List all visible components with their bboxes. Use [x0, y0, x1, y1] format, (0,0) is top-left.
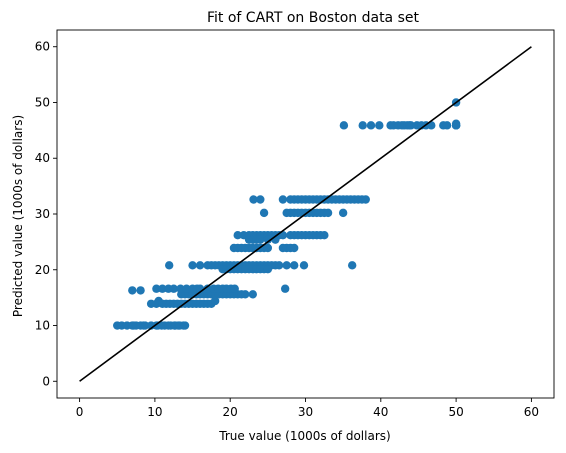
data-point: [282, 261, 291, 270]
data-point: [136, 286, 145, 295]
data-point: [158, 284, 167, 293]
data-point: [263, 265, 273, 274]
data-point: [165, 261, 174, 270]
data-point: [339, 121, 349, 130]
data-point: [180, 321, 190, 330]
data-point: [375, 121, 384, 130]
x-tick-label: 40: [373, 405, 388, 419]
data-point: [263, 243, 273, 253]
y-tick-label: 0: [42, 374, 50, 388]
data-point: [169, 284, 178, 293]
data-point: [188, 261, 197, 270]
y-tick-label: 50: [35, 95, 50, 109]
data-point: [406, 121, 416, 130]
data-point: [278, 195, 288, 204]
data-point: [280, 284, 290, 293]
data-point: [256, 235, 265, 244]
x-tick-label: 20: [223, 405, 238, 419]
data-point: [195, 261, 205, 270]
x-tick-label: 60: [524, 405, 539, 419]
data-point: [320, 230, 329, 240]
data-point: [299, 261, 309, 270]
data-point: [338, 208, 348, 218]
data-point: [442, 121, 452, 130]
data-point: [203, 284, 212, 293]
chart-title: Fit of CART on Boston data set: [207, 10, 419, 26]
plot-area: 0 10 20 30 40 50 60 0 10 20 30 40 50 60: [35, 29, 555, 419]
y-tick-label: 30: [35, 207, 50, 221]
data-point: [241, 290, 250, 299]
data-point: [230, 284, 239, 293]
data-point: [290, 261, 299, 270]
data-point: [366, 121, 376, 130]
data-point: [259, 208, 269, 218]
data-point: [182, 284, 191, 293]
data-point: [152, 284, 161, 293]
data-point: [176, 284, 185, 293]
data-point: [233, 230, 242, 240]
data-point: [263, 235, 273, 244]
data-point: [249, 195, 258, 204]
data-points: [113, 98, 461, 330]
y-tick-label: 20: [35, 263, 50, 277]
data-point: [140, 321, 150, 330]
data-point: [256, 195, 265, 204]
data-point: [248, 290, 257, 299]
y-tick-label: 10: [35, 319, 50, 333]
x-tick-label: 0: [76, 405, 84, 419]
x-tick-label: 10: [147, 405, 162, 419]
x-axis-label: True value (1000s of dollars): [218, 429, 390, 443]
data-point: [358, 121, 367, 130]
data-point: [347, 261, 357, 270]
y-axis-label: Predicted value (1000s of dollars): [11, 115, 25, 317]
data-point: [210, 296, 220, 306]
data-point: [323, 208, 333, 218]
data-point: [451, 119, 461, 128]
data-point: [128, 286, 137, 295]
data-point: [274, 261, 284, 270]
data-point: [290, 243, 299, 253]
data-point: [361, 195, 370, 204]
y-tick-label: 40: [35, 151, 50, 165]
x-tick-label: 50: [448, 405, 463, 419]
x-tick-label: 30: [298, 405, 313, 419]
reference-line: [79, 46, 532, 382]
y-tick-label: 60: [35, 40, 50, 54]
